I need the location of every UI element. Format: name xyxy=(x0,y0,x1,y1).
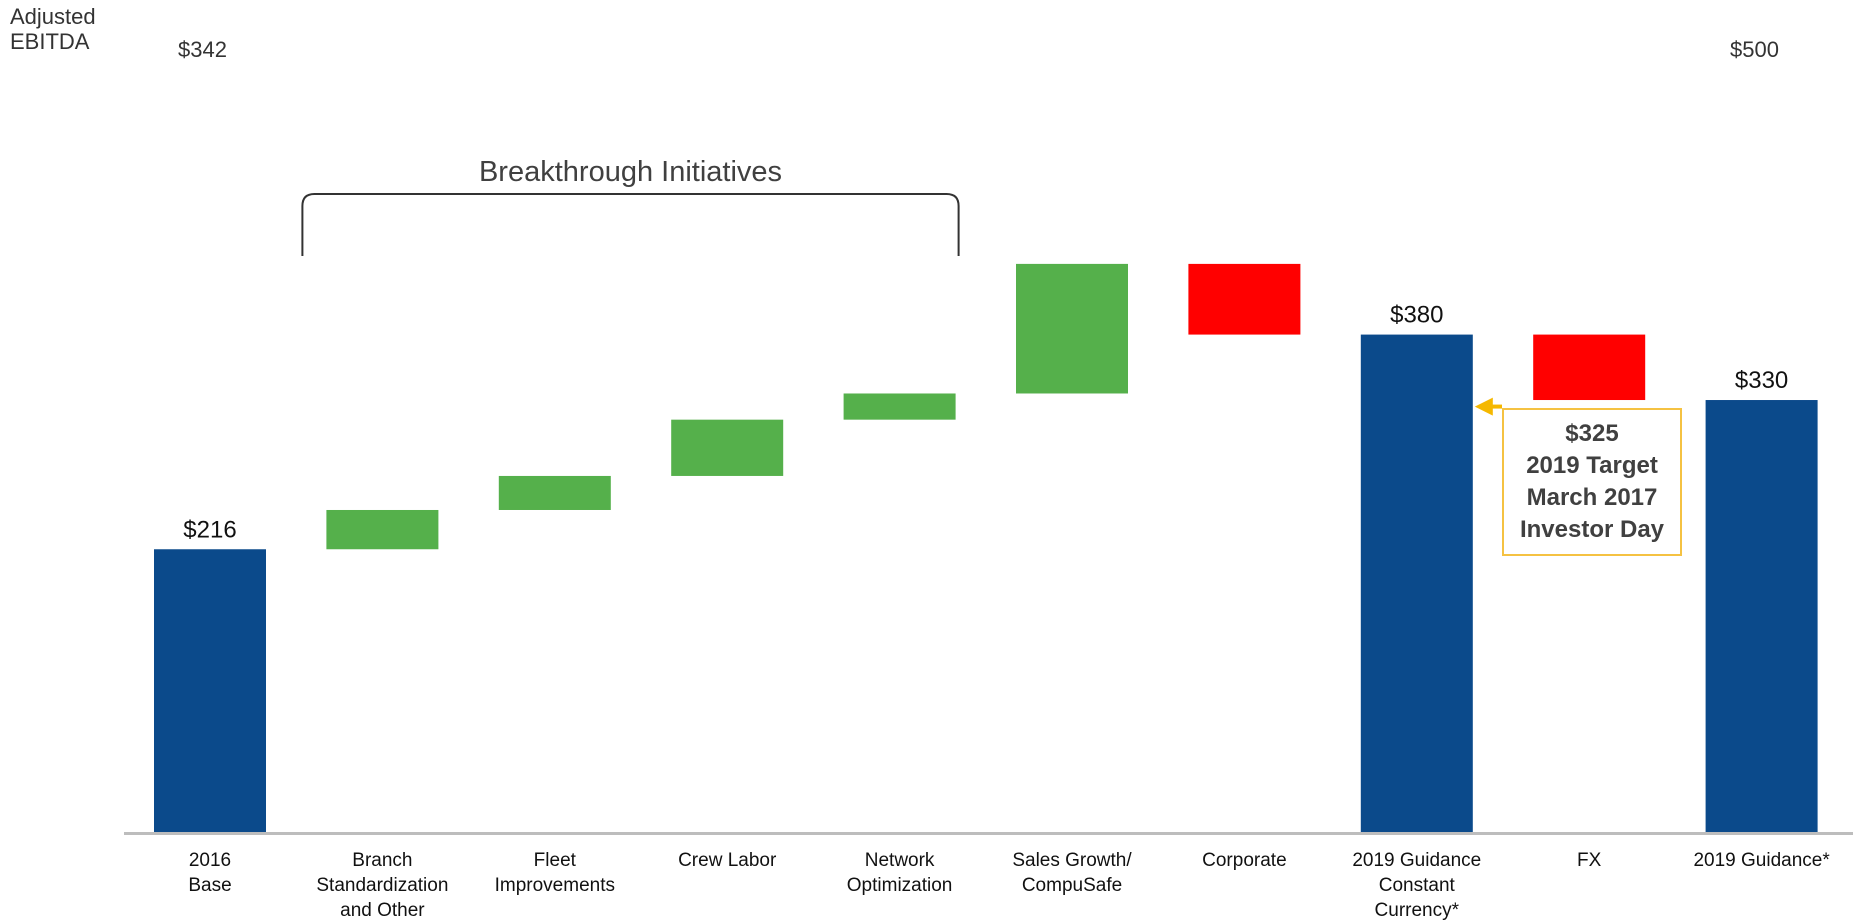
bar-1 xyxy=(326,509,439,550)
bar-8 xyxy=(1533,334,1646,401)
y-axis-max-label: $500 xyxy=(1730,37,1779,62)
target-annotation-box: $325 2019 Target March 2017 Investor Day xyxy=(1502,408,1682,556)
category-label-4: Network Optimization xyxy=(847,850,953,896)
category-label-7: 2019 Guidance Constant Currency* xyxy=(1352,850,1481,920)
bracket-label: Breakthrough Initiatives xyxy=(479,156,782,188)
bar-2 xyxy=(498,475,611,510)
callout-arrow-head xyxy=(1474,397,1493,416)
bar-0 xyxy=(154,549,266,832)
category-label-0: 2016 Base xyxy=(188,850,231,896)
y-axis-label: Adjusted EBITDA xyxy=(10,4,96,54)
annotation-line-3: March 2017 xyxy=(1526,484,1658,511)
category-label-6: Corporate xyxy=(1202,850,1287,871)
category-label-8: FX xyxy=(1577,850,1602,871)
annotation-line-4: Investor Day xyxy=(1519,516,1665,543)
bar-3 xyxy=(671,419,784,476)
y-axis-min-label: $342 xyxy=(178,37,227,62)
category-label-5: Sales Growth/CompuSafe xyxy=(1012,850,1132,896)
bar-5 xyxy=(1016,263,1128,394)
bracket-line xyxy=(301,193,960,256)
bar-7 xyxy=(1360,334,1473,832)
category-label-1: Branch Standardization and Other xyxy=(316,850,448,920)
category-label-3: Crew Labor xyxy=(678,850,777,871)
bar-6 xyxy=(1188,263,1301,335)
bar-9 xyxy=(1705,400,1818,832)
annotation-line-2: 2019 Target xyxy=(1526,452,1658,479)
category-label-9: 2019 Guidance* xyxy=(1693,850,1830,871)
bar-value-label-7: $380 xyxy=(1390,302,1443,329)
bar-value-label-0: $216 xyxy=(183,516,236,543)
category-label-2: Fleet Improvements xyxy=(495,850,615,896)
bar-4 xyxy=(843,393,956,420)
annotation-line-1: $325 xyxy=(1565,420,1619,447)
bar-value-label-9: $330 xyxy=(1735,367,1788,394)
